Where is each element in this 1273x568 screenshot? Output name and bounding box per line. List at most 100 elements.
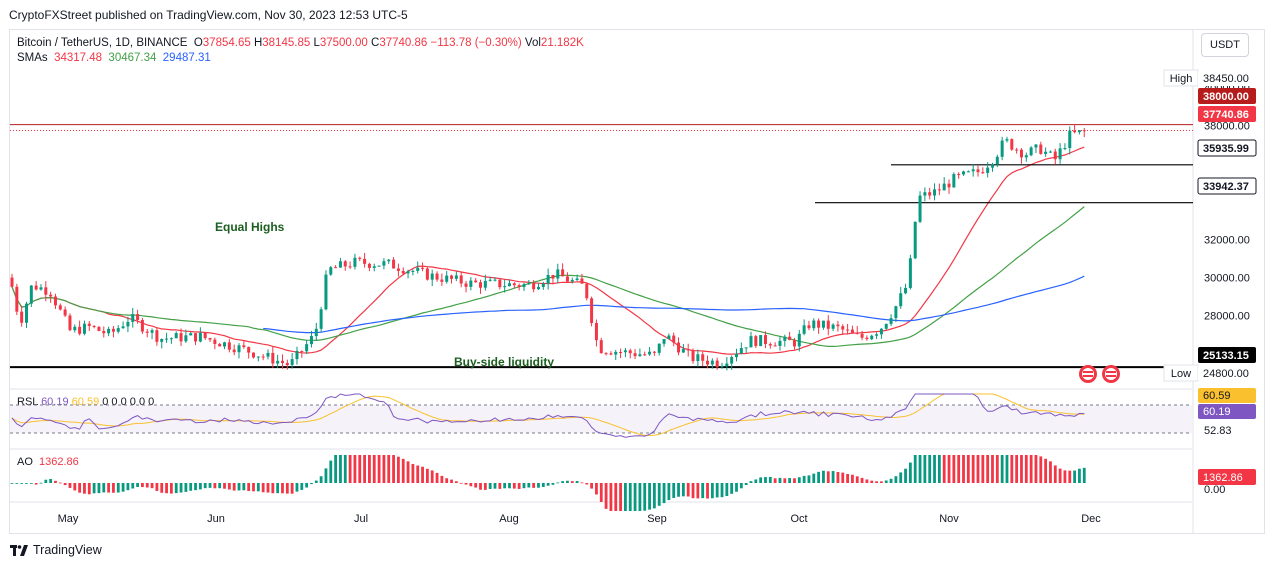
candle-body <box>392 259 396 269</box>
candle-body <box>850 329 854 333</box>
ao-bar <box>628 483 632 511</box>
event-flag-stripe <box>1106 371 1116 373</box>
ao-bar <box>102 483 106 493</box>
x-tick-label: Sep <box>647 513 667 525</box>
candle-body <box>1063 148 1067 150</box>
candle-body <box>1048 151 1052 153</box>
candle-body <box>710 360 714 365</box>
ao-bar <box>20 483 24 484</box>
ao-bar <box>522 483 526 489</box>
candle-body <box>677 342 681 353</box>
candle-body <box>594 323 598 341</box>
ao-bar <box>416 465 420 483</box>
currency-button[interactable]: USDT <box>1201 33 1249 57</box>
x-tick-label: May <box>58 513 79 525</box>
candle-body <box>522 284 526 288</box>
candle-body <box>165 338 169 340</box>
ao-bar <box>710 483 714 499</box>
ao-bar <box>797 477 801 483</box>
candle-body <box>208 338 212 340</box>
ao-bar <box>305 483 309 488</box>
candle-body <box>242 345 246 347</box>
event-flag-stripe <box>1083 371 1093 373</box>
candle-body <box>425 268 429 280</box>
ao-bar <box>343 455 347 483</box>
price-label-value: 35935.99 <box>1203 143 1249 155</box>
tradingview-logo[interactable]: TradingView <box>10 543 102 557</box>
ao-bar <box>947 455 951 483</box>
ao-bar <box>870 480 874 483</box>
ao-bar <box>310 483 313 485</box>
candle-body <box>348 266 352 268</box>
candle-body <box>904 287 908 294</box>
sma-label[interactable]: SMAs <box>17 52 48 64</box>
price-label-tag-text: Low <box>1171 368 1191 380</box>
candle-body <box>10 277 14 287</box>
candle-body <box>619 351 623 353</box>
candle-body <box>479 282 483 288</box>
ao-bar <box>773 478 777 483</box>
brand-name: TradingView <box>33 543 102 557</box>
ao-label-value: 1362.86 <box>1203 472 1243 484</box>
x-tick-label: Nov <box>939 513 959 525</box>
candle-body <box>1039 144 1043 154</box>
candle-body <box>1029 147 1033 156</box>
candle-body <box>865 337 869 340</box>
candle-body <box>280 360 284 363</box>
candle-body <box>580 278 584 284</box>
high-value: 38145.85 <box>262 37 311 49</box>
candle-body <box>749 336 753 348</box>
candle-body <box>889 318 893 324</box>
ao-bar <box>595 483 598 495</box>
candle-body <box>102 330 106 334</box>
candle-body <box>599 340 603 354</box>
candle-body <box>421 267 425 269</box>
ao-bar <box>397 456 400 483</box>
price-label-box <box>1197 139 1257 157</box>
ao-bar <box>488 483 492 489</box>
candle-body <box>783 336 787 341</box>
candle-body <box>92 325 96 327</box>
candle-body <box>875 334 879 336</box>
ao-bar <box>672 483 676 498</box>
candle-body <box>812 320 816 329</box>
ao-bar <box>957 455 961 483</box>
candle-body <box>1073 130 1077 133</box>
ao-bar <box>899 472 903 483</box>
candle-body <box>49 294 53 297</box>
candle-body <box>507 283 511 287</box>
candle-body <box>652 351 656 353</box>
ao-bar <box>986 455 990 483</box>
ao-bar <box>184 483 188 492</box>
candle-body <box>377 265 381 267</box>
ao-bar <box>778 477 782 483</box>
candle-body <box>493 279 497 281</box>
candle-body <box>213 339 217 344</box>
candle-body <box>20 311 24 323</box>
symbol-title[interactable]: Bitcoin / TetherUS, 1D, BINANCE <box>17 37 188 49</box>
candle-body <box>536 286 540 290</box>
ao-bar <box>749 481 753 483</box>
candle-body <box>802 325 806 334</box>
ao-bar <box>358 455 362 483</box>
ao-bar <box>483 483 487 490</box>
ao-bar <box>793 478 796 483</box>
candle-body <box>966 171 970 173</box>
ao-bar <box>363 455 366 483</box>
ao-bar <box>213 483 217 489</box>
ao-bar <box>551 483 555 485</box>
candle-body <box>841 326 845 330</box>
candle-body <box>512 283 516 286</box>
ao-bar <box>609 483 613 511</box>
ao-legend[interactable]: AO 1362.86 <box>17 456 79 468</box>
candle-body <box>169 338 173 340</box>
ao-bar <box>508 483 511 489</box>
ao-bar <box>252 483 255 492</box>
ao-bar <box>454 481 458 483</box>
ao-bar <box>744 483 748 486</box>
price-label-box <box>1198 70 1256 86</box>
ao-bar <box>29 483 33 484</box>
chart-frame <box>9 29 1265 534</box>
ao-bar <box>614 483 618 511</box>
